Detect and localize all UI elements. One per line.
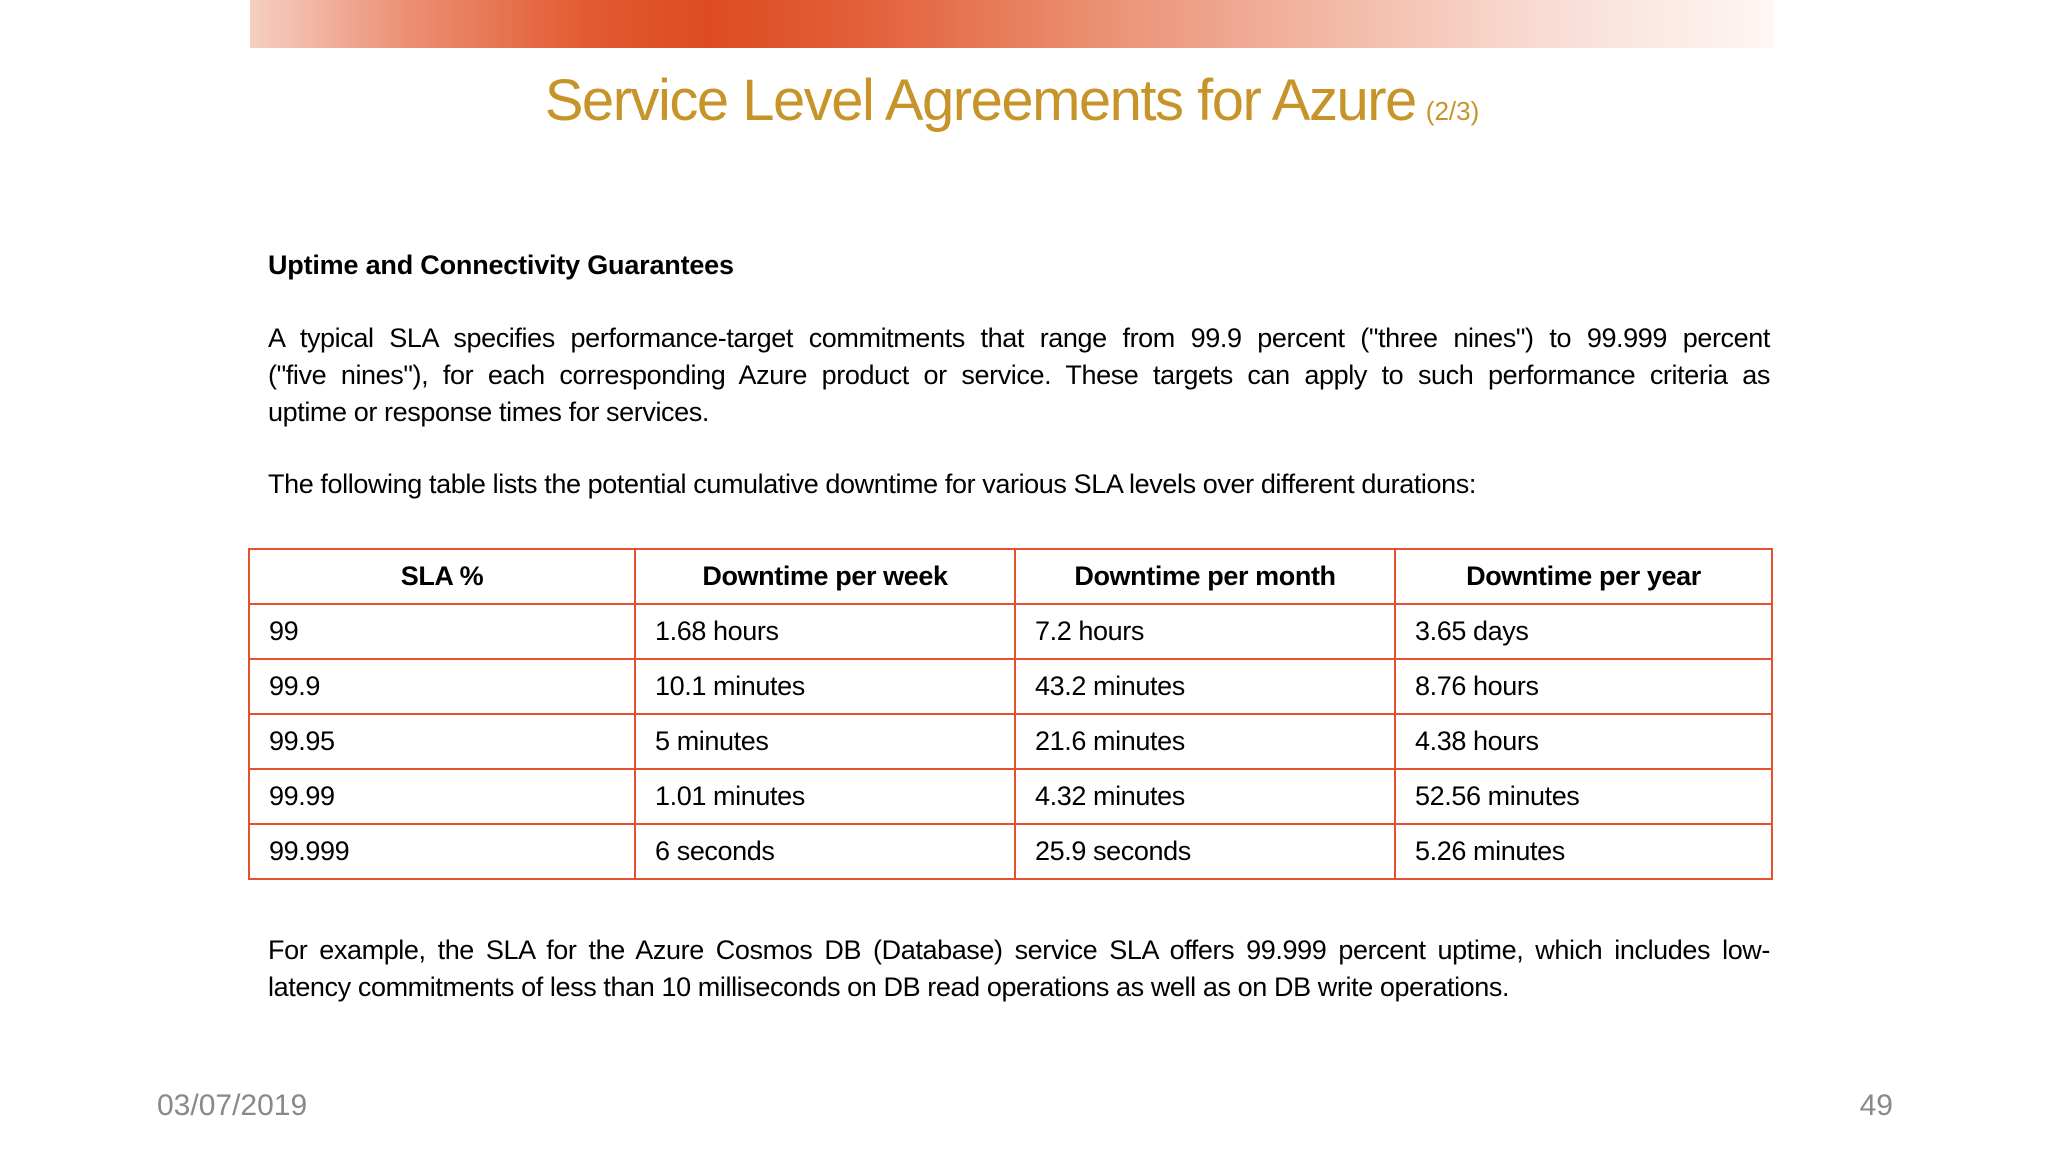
table-cell: 5.26 minutes <box>1394 823 1773 880</box>
table-cell: 1.01 minutes <box>634 768 1016 825</box>
paragraph-sla-intro: A typical SLA specifies performance-targ… <box>268 320 1770 431</box>
table-cell: 21.6 minutes <box>1014 713 1396 770</box>
table-cell: 99.95 <box>248 713 636 770</box>
footer-page-number: 49 <box>1859 1089 1893 1122</box>
top-accent-bar <box>250 0 1774 48</box>
table-row: 99.95 5 minutes 21.6 minutes 4.38 hours <box>248 713 1773 770</box>
table-cell: 99.9 <box>248 658 636 715</box>
paragraph-table-intro: The following table lists the potential … <box>268 469 1476 499</box>
table-cell: 5 minutes <box>634 713 1016 770</box>
text-line: ("five nines"), for each corresponding A… <box>268 360 1770 390</box>
table-cell: 3.65 days <box>1394 603 1773 660</box>
paragraph-example: For example, the SLA for the Azure Cosmo… <box>268 932 1770 1006</box>
sla-downtime-table: SLA % Downtime per week Downtime per month… <box>248 548 1773 880</box>
table-cell: 99.999 <box>248 823 636 880</box>
table-row: 99.9 10.1 minutes 43.2 minutes 8.76 hours <box>248 658 1773 715</box>
slide-title: Service Level Agreements for Azure (2/3) <box>250 68 1774 144</box>
table-body: 99 1.68 hours 7.2 hours 3.65 days 99.9 10.1 m… <box>248 603 1773 880</box>
table-header-cell: Downtime per week <box>634 548 1016 605</box>
table-header-row: SLA % Downtime per week Downtime per month… <box>248 548 1773 605</box>
table-cell: 43.2 minutes <box>1014 658 1396 715</box>
table-cell: 10.1 minutes <box>634 658 1016 715</box>
table-cell: 7.2 hours <box>1014 603 1396 660</box>
text-line: latency commitments of less than 10 mill… <box>268 972 1510 1002</box>
text-line: A typical SLA specifies performance-targ… <box>268 323 1770 353</box>
table-cell: 4.32 minutes <box>1014 768 1396 825</box>
table-header-cell: Downtime per month <box>1014 548 1396 605</box>
footer-date: 03/07/2019 <box>157 1089 308 1122</box>
table-cell: 99 <box>248 603 636 660</box>
table-cell: 4.38 hours <box>1394 713 1773 770</box>
section-heading: Uptime and Connectivity Guarantees <box>268 250 734 280</box>
table-cell: 8.76 hours <box>1394 658 1773 715</box>
slide-title-suffix: (2/3) <box>1425 96 1480 126</box>
table-cell: 25.9 seconds <box>1014 823 1396 880</box>
table-row: 99 1.68 hours 7.2 hours 3.65 days <box>248 603 1773 660</box>
text-line: For example, the SLA for the Azure Cosmo… <box>268 935 1770 965</box>
table-cell: 99.99 <box>248 768 636 825</box>
table-row: 99.999 6 seconds 25.9 seconds 5.26 minutes <box>248 823 1773 880</box>
slide-title-text: Service Level Agreements for Azure <box>544 68 1418 133</box>
table-row: 99.99 1.01 minutes 4.32 minutes 52.56 minut… <box>248 768 1773 825</box>
table-header-cell: Downtime per year <box>1394 548 1773 605</box>
table-header-cell: SLA % <box>248 548 636 605</box>
table-cell: 6 seconds <box>634 823 1016 880</box>
table-cell: 1.68 hours <box>634 603 1016 660</box>
table-cell: 52.56 minutes <box>1394 768 1773 825</box>
text-line: uptime or response times for services. <box>268 397 709 427</box>
